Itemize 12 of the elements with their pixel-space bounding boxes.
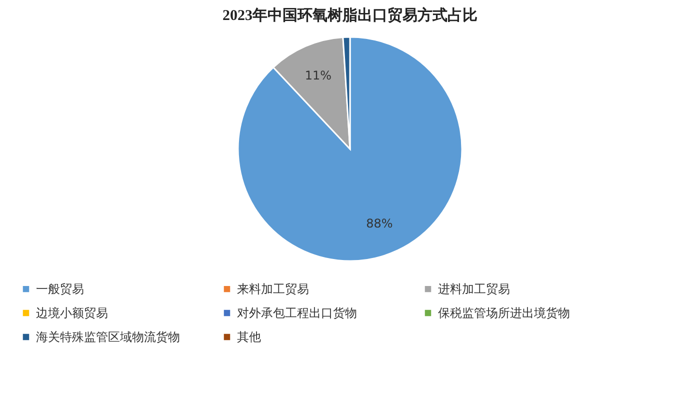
data-label: 88% — [366, 216, 393, 230]
legend-label: 保税监管场所进出境货物 — [438, 306, 570, 320]
legend-label: 其他 — [237, 330, 261, 344]
legend-label: 海关特殊监管区域物流货物 — [36, 330, 180, 344]
legend-label: 进料加工贸易 — [438, 282, 510, 296]
legend-label: 一般贸易 — [36, 282, 84, 296]
legend-label: 边境小额贸易 — [36, 306, 108, 320]
pie-slice — [237, 36, 463, 262]
data-label: 11% — [304, 68, 332, 83]
chart-title: 2023年中国环氧树脂出口贸易方式占比 — [222, 6, 478, 24]
legend-label: 对外承包工程出口货物 — [237, 306, 357, 320]
legend-label: 来料加工贸易 — [237, 282, 309, 296]
